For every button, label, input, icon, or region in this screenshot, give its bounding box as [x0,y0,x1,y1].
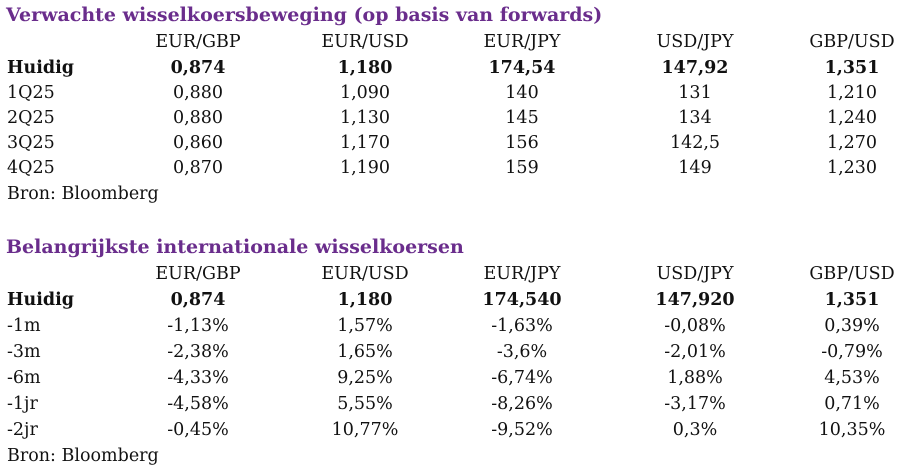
table-cell: 5,55% [337,394,393,414]
table-cell: -9,52% [491,420,553,440]
row-label: 4Q25 [7,158,55,178]
table-cell: 1,88% [667,368,723,388]
table-cell: -3,17% [664,394,726,414]
table-cell: 1,170 [339,133,391,153]
table-cell: -8,26% [491,394,553,414]
table-cell: 0,3% [672,420,718,440]
table-cell: -0,45% [167,420,229,440]
table-cell: 174,54 [488,58,556,78]
table-cell: 1,230 [826,158,878,178]
table-row: Huidig 0,874 1,180 174,54 147,92 1,351 [0,56,911,81]
table-cell: 9,25% [337,368,393,388]
table-cell: 0,39% [824,316,880,336]
table-cell: 0,860 [172,133,224,153]
table-cell: 0,880 [172,83,224,103]
table-cell: 140 [505,83,539,103]
table-cell: 1,130 [339,108,391,128]
row-label: 3Q25 [7,133,55,153]
table-cell: 149 [678,158,712,178]
table-cell: -1,13% [167,316,229,336]
table-row: 1Q25 0,880 1,090 140 131 1,210 [0,81,911,106]
row-label: -2jr [7,420,38,440]
column-header: EUR/JPY [483,264,561,284]
row-label: 1Q25 [7,83,55,103]
table-cell: -0,79% [821,342,883,362]
table-cell: 142,5 [669,133,721,153]
column-header: EUR/USD [321,264,409,284]
table-row: -1jr -4,58% 5,55% -8,26% -3,17% 0,71% [0,392,911,417]
table-cell: 1,351 [824,290,880,310]
source-note: Bron: Bloomberg [7,184,159,204]
column-header: GBP/USD [809,264,895,284]
table-row: -2jr -0,45% 10,77% -9,52% 0,3% 10,35% [0,418,911,443]
table-cell: 1,351 [824,58,880,78]
table-cell: 1,180 [337,290,393,310]
table-cell: 1,190 [339,158,391,178]
table-cell: 147,92 [661,58,729,78]
forward-rates-title: Verwachte wisselkoersbeweging (op basis … [6,4,603,26]
table-cell: 10,35% [818,420,886,440]
table-row: 3Q25 0,860 1,170 156 142,5 1,270 [0,131,911,156]
table-row: -6m -4,33% 9,25% -6,74% 1,88% 4,53% [0,366,911,391]
column-header: GBP/USD [809,32,895,52]
row-label: Huidig [7,58,75,78]
row-label: -1jr [7,394,38,414]
table-cell: 0,874 [170,290,226,310]
table-row: -1m -1,13% 1,57% -1,63% -0,08% 0,39% [0,314,911,339]
table-cell: 159 [505,158,539,178]
table-cell: 0,71% [824,394,880,414]
table-row: Huidig 0,874 1,180 174,540 147,920 1,351 [0,288,911,313]
table-cell: 156 [505,133,539,153]
source-note: Bron: Bloomberg [7,446,159,466]
row-label: 2Q25 [7,108,55,128]
table-cell: -2,01% [664,342,726,362]
table-cell: -2,38% [167,342,229,362]
table-cell: 1,210 [826,83,878,103]
table-header-row: EUR/GBP EUR/USD EUR/JPY USD/JPY GBP/USD [0,262,911,287]
table-cell: 1,65% [337,342,393,362]
table-cell: 10,77% [331,420,399,440]
table-cell: 174,540 [482,290,562,310]
table-cell: 1,180 [337,58,393,78]
row-label: -1m [7,316,41,336]
table-cell: 147,920 [655,290,735,310]
table-cell: 0,874 [170,58,226,78]
column-header: USD/JPY [656,264,734,284]
column-header: EUR/USD [321,32,409,52]
table-row: 4Q25 0,870 1,190 159 149 1,230 [0,156,911,181]
exchange-rates-title: Belangrijkste internationale wisselkoers… [6,236,464,258]
table-cell: 1,57% [337,316,393,336]
column-header: EUR/JPY [483,32,561,52]
column-header: EUR/GBP [155,264,241,284]
table-cell: -6,74% [491,368,553,388]
table-cell: -0,08% [664,316,726,336]
table-cell: 0,870 [172,158,224,178]
column-header: USD/JPY [656,32,734,52]
table-cell: 0,880 [172,108,224,128]
table-cell: -3,6% [496,342,548,362]
row-label: Huidig [7,290,75,310]
table-header-row: EUR/GBP EUR/USD EUR/JPY USD/JPY GBP/USD [0,30,911,55]
table-cell: 1,240 [826,108,878,128]
table-cell: 134 [678,108,712,128]
table-cell: 145 [505,108,539,128]
table-cell: -4,33% [167,368,229,388]
table-cell: 131 [678,83,712,103]
column-header: EUR/GBP [155,32,241,52]
row-label: -3m [7,342,41,362]
table-cell: 1,090 [339,83,391,103]
table-row: 2Q25 0,880 1,130 145 134 1,240 [0,106,911,131]
table-cell: -1,63% [491,316,553,336]
table-cell: 1,270 [826,133,878,153]
table-row: -3m -2,38% 1,65% -3,6% -2,01% -0,79% [0,340,911,365]
table-cell: 4,53% [824,368,880,388]
row-label: -6m [7,368,41,388]
table-cell: -4,58% [167,394,229,414]
